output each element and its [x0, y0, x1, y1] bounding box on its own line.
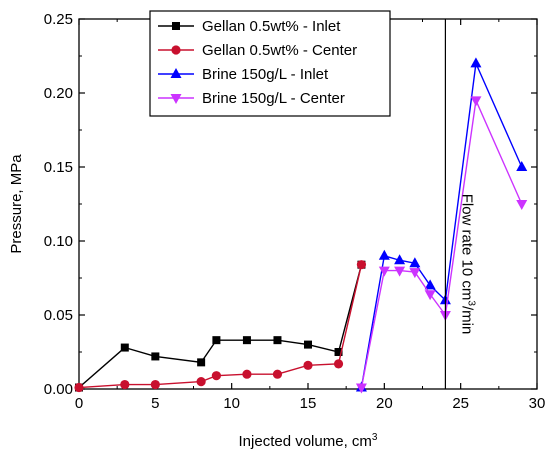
series-line	[78, 264, 363, 389]
x-tick-label: 25	[452, 395, 469, 412]
series-2	[74, 260, 367, 393]
data-point	[356, 260, 367, 270]
data-point	[394, 254, 406, 265]
y-tick-label: 0.05	[44, 307, 73, 324]
legend-entry: Brine 150g/L - Center	[158, 90, 345, 107]
data-point	[197, 358, 206, 367]
data-point	[273, 336, 282, 345]
annotation: Flow rate 10 cm3/min	[444, 19, 476, 389]
x-tick-label: 30	[529, 395, 546, 412]
legend-marker	[171, 45, 181, 55]
data-point	[242, 336, 251, 345]
data-point	[304, 340, 312, 349]
y-tick-label: 0.15	[44, 159, 73, 176]
data-point	[378, 266, 390, 277]
legend-marker	[170, 68, 182, 78]
data-point	[516, 161, 528, 171]
y-axis-title: Pressure, MPa	[8, 154, 25, 254]
data-point	[120, 379, 130, 390]
data-point	[150, 379, 160, 390]
x-tick-label: 20	[376, 395, 393, 412]
data-point	[334, 348, 343, 356]
legend-entry: Brine 150g/L - Inlet	[158, 66, 329, 83]
x-tick-label: 0	[75, 395, 83, 412]
data-point	[470, 57, 482, 68]
data-point	[409, 268, 421, 279]
data-point	[211, 371, 221, 381]
data-point	[196, 377, 206, 387]
data-point	[470, 96, 482, 107]
series-line	[78, 264, 363, 389]
x-tick-label: 5	[151, 395, 159, 412]
data-point	[409, 257, 421, 268]
legend-marker	[170, 94, 182, 104]
legend-label: Brine 150g/L - Center	[202, 90, 345, 107]
y-tick-label: 0.00	[44, 381, 73, 398]
legend-label: Gellan 0.5wt% - Center	[202, 42, 357, 59]
x-tick-label: 15	[300, 395, 317, 412]
legend-entry: Gellan 0.5wt% - Center	[158, 42, 357, 59]
legend: Gellan 0.5wt% - Inlet Gellan 0.5wt% - Cen…	[149, 10, 391, 117]
data-point	[516, 200, 528, 210]
legend-label: Brine 150g/L - Inlet	[202, 66, 329, 83]
data-point	[303, 360, 313, 370]
legend-entry: Gellan 0.5wt% - Inlet	[158, 18, 341, 35]
data-point	[355, 383, 367, 394]
data-point	[424, 279, 436, 290]
data-point	[394, 266, 406, 277]
data-point	[151, 352, 160, 361]
x-tick-label: 10	[223, 395, 240, 412]
data-point	[424, 290, 436, 301]
data-point	[120, 343, 129, 352]
data-point	[333, 359, 344, 369]
legend-label: Gellan 0.5wt% - Inlet	[202, 18, 341, 35]
data-point	[378, 249, 390, 260]
flow-rate-label: Flow rate 10 cm3/min	[458, 194, 476, 335]
y-tick-label: 0.25	[44, 11, 73, 28]
data-point	[242, 369, 252, 379]
series-4	[355, 96, 528, 394]
y-tick-label: 0.20	[44, 85, 73, 102]
legend-marker	[172, 22, 180, 30]
y-tick-label: 0.10	[44, 233, 73, 250]
series-1	[75, 260, 366, 392]
data-point	[272, 369, 283, 379]
data-point	[74, 382, 84, 393]
series-layer	[74, 57, 528, 394]
x-axis-title: Injected volume, cm3	[239, 432, 378, 450]
series-line	[360, 97, 523, 388]
data-point	[212, 336, 221, 345]
series-3	[355, 57, 528, 392]
